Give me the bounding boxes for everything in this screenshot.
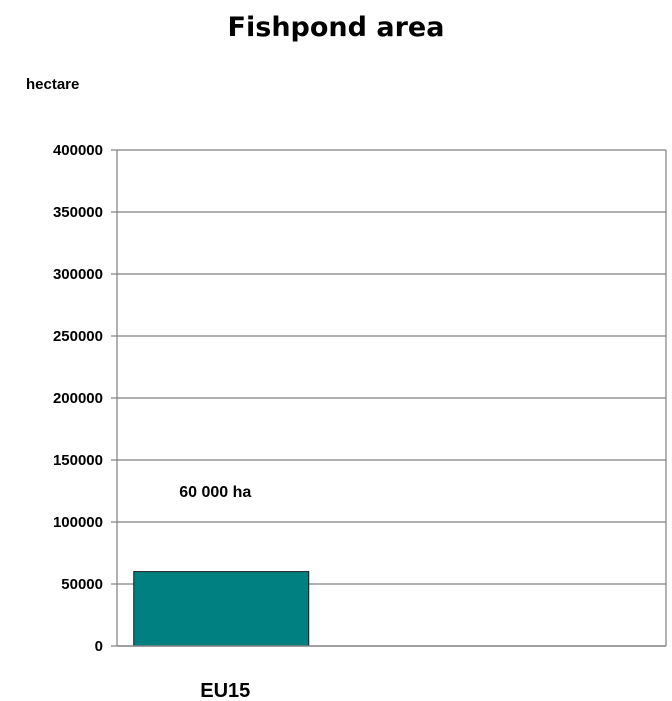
y-tick-label: 100000: [53, 514, 103, 531]
y-tick-label: 50000: [61, 576, 103, 593]
y-tick-label: 350000: [53, 204, 103, 221]
bar-eu15: [133, 571, 310, 647]
x-category-label: EU15: [200, 680, 250, 701]
y-tick-label: 300000: [53, 266, 103, 283]
y-tick-label: 150000: [53, 452, 103, 469]
y-tick-label: 400000: [53, 142, 103, 159]
y-axis-unit-label: hectare: [26, 76, 80, 93]
chart-title: Fishpond area: [227, 12, 445, 43]
data-label: 60 000 ha: [179, 484, 251, 501]
y-tick-label: 0: [95, 638, 103, 655]
y-tick-label: 200000: [53, 390, 103, 407]
y-tick-label: 250000: [53, 328, 103, 345]
